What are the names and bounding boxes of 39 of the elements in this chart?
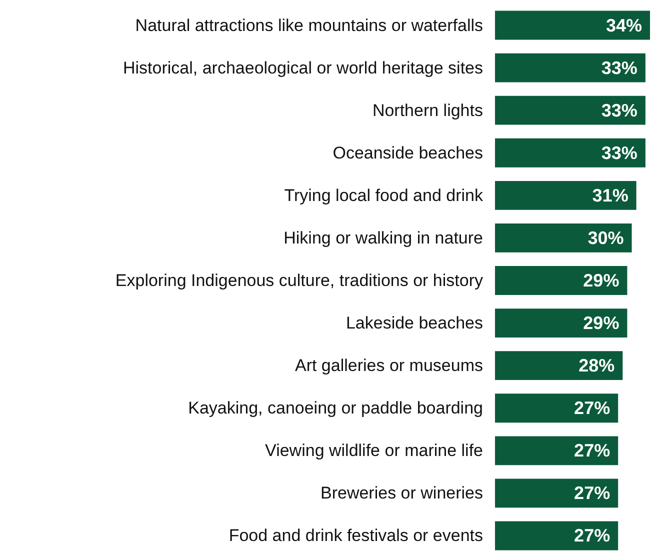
y-tick-label: Northern lights (372, 100, 483, 120)
y-tick-label: Art galleries or museums (294, 356, 483, 376)
data-label: 33% (601, 142, 638, 163)
y-tick-label: Kayaking, canoeing or paddle boarding (188, 398, 483, 418)
bar (495, 96, 646, 125)
bar (495, 436, 618, 466)
data-label: 33% (601, 100, 638, 120)
y-tick-label: Food and drink festivals or events (228, 526, 483, 546)
bar (495, 224, 632, 252)
y-tick-label: Hiking or walking in nature (284, 228, 483, 248)
data-label: 31% (592, 185, 628, 206)
bar (495, 138, 646, 168)
bar (495, 394, 618, 423)
bar (495, 266, 628, 295)
data-label: 27% (574, 526, 610, 546)
bar (495, 521, 618, 550)
y-tick-label: Natural attractions like mountains or waterfalls (135, 16, 483, 35)
y-tick-label: Historical, archaeological or world heritage sites (123, 58, 483, 78)
data-label: 27% (574, 398, 610, 418)
bar (495, 53, 646, 82)
bar (495, 10, 650, 40)
data-label: 28% (578, 356, 615, 376)
data-label: 27% (574, 483, 610, 504)
data-label: 30% (588, 228, 624, 248)
y-tick-label: Exploring Indigenous culture, traditions or history (115, 271, 484, 290)
bar (495, 478, 618, 508)
data-label: 27% (574, 440, 610, 461)
data-label: 33% (601, 58, 638, 78)
bar (495, 351, 623, 380)
data-label: 34% (606, 15, 642, 36)
bar (495, 180, 636, 210)
y-tick-label: Trying local food and drink (284, 186, 484, 205)
y-tick-label: Breweries or wineries (320, 484, 483, 503)
y-tick-label: Oceanside beaches (332, 143, 483, 162)
bar (495, 308, 628, 338)
y-tick-label: Lakeside beaches (346, 314, 483, 333)
data-label: 29% (583, 270, 620, 290)
data-label: 29% (583, 313, 620, 334)
y-tick-label: Viewing wildlife or marine life (265, 441, 483, 460)
